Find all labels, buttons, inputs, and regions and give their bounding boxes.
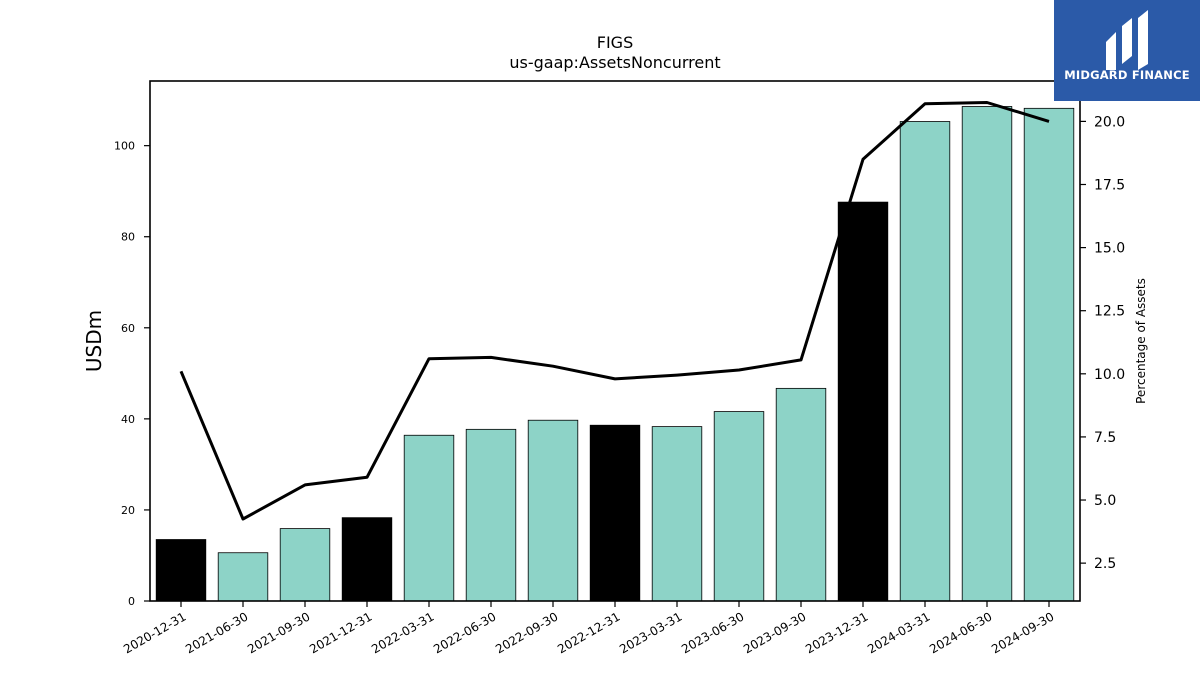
y2-tick-label: 12.5 <box>1094 304 1125 320</box>
y2-axis-label: Percentage of Assets <box>1134 278 1148 404</box>
x-tick-label: 2023-12-31 <box>803 609 870 656</box>
logo-mark-icon <box>1106 10 1148 70</box>
y-tick-label: 40 <box>121 413 135 426</box>
bar <box>899 121 951 602</box>
bar <box>341 517 393 602</box>
x-tick-label: 2024-09-30 <box>989 609 1056 656</box>
y-tick-label: 0 <box>128 595 135 608</box>
bar <box>589 424 641 602</box>
y-tick-label: 20 <box>121 504 135 517</box>
y-axis-label: USDm <box>82 310 106 372</box>
y2-tick-label: 2.5 <box>1094 556 1116 572</box>
bar <box>1023 107 1075 602</box>
x-tick-label: 2020-12-31 <box>121 609 188 656</box>
x-tick-label: 2021-06-30 <box>183 609 250 656</box>
bar <box>155 539 207 602</box>
bar <box>713 411 765 602</box>
bar <box>651 426 703 602</box>
series-line <box>179 101 1050 521</box>
x-tick-label: 2023-03-31 <box>617 609 684 656</box>
x-tick-label: 2022-12-31 <box>555 609 622 656</box>
y2-tick-label: 15.0 <box>1094 241 1125 257</box>
bar <box>837 201 889 602</box>
bar <box>403 434 455 602</box>
line-layer <box>179 101 1050 521</box>
y2-tick-label: 17.5 <box>1094 177 1125 193</box>
y2-tick-label: 20.0 <box>1094 114 1125 130</box>
x-tick-label: 2021-12-31 <box>307 609 374 656</box>
x-tick-label: 2022-09-30 <box>493 609 560 656</box>
bar <box>527 419 579 602</box>
x-tick-label: 2021-09-30 <box>245 609 312 656</box>
x-tick-label: 2023-09-30 <box>741 609 808 656</box>
bar <box>279 528 331 602</box>
x-tick-label: 2022-03-31 <box>369 609 436 656</box>
bars-layer <box>155 106 1075 602</box>
y-tick-label: 60 <box>121 322 135 335</box>
bar <box>465 428 517 602</box>
y-tick-label: 100 <box>114 140 135 153</box>
x-tick-label: 2024-06-30 <box>927 609 994 656</box>
bar <box>775 387 827 602</box>
x-tick-label: 2023-06-30 <box>679 609 746 656</box>
bar <box>961 106 1013 602</box>
x-tick-label: 2024-03-31 <box>865 609 932 656</box>
brand-logo: MIDGARD FINANCE <box>1054 0 1200 101</box>
bar <box>217 552 269 602</box>
y-tick-label: 80 <box>121 231 135 244</box>
y2-tick-label: 7.5 <box>1094 430 1116 446</box>
chart-title: FIGS <box>597 33 633 52</box>
chart-subtitle: us-gaap:AssetsNoncurrent <box>509 53 720 72</box>
y2-tick-label: 10.0 <box>1094 367 1125 383</box>
y2-tick-label: 5.0 <box>1094 493 1116 509</box>
logo-text: MIDGARD FINANCE <box>1064 68 1190 82</box>
x-tick-label: 2022-06-30 <box>431 609 498 656</box>
